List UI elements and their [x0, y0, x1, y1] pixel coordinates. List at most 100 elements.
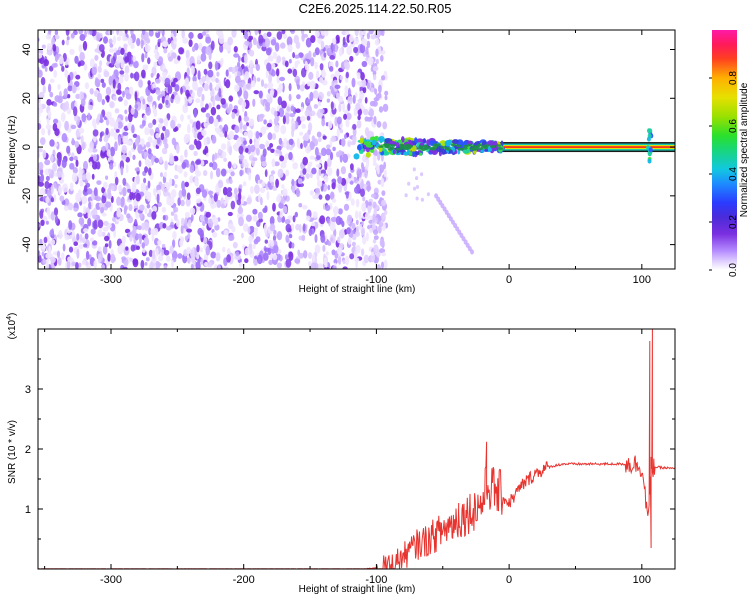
noise-blob: [352, 123, 357, 130]
noise-blob: [306, 115, 311, 121]
noise-blob: [153, 61, 158, 68]
noise-blob: [252, 157, 258, 162]
noise-blob: [346, 45, 353, 56]
noise-blob: [83, 243, 88, 248]
noise-blob: [381, 213, 386, 221]
noise-blob: [64, 234, 70, 241]
noise-blob: [41, 44, 46, 49]
noise-blob: [358, 210, 362, 220]
noise-blob: [145, 257, 150, 262]
noise-blob: [260, 126, 267, 135]
noise-blob: [372, 65, 379, 72]
noise-blob: [258, 218, 264, 223]
noise-blob: [250, 144, 256, 153]
noise-blob: [32, 225, 38, 234]
noise-blob: [67, 202, 74, 211]
noise-blob: [212, 153, 215, 163]
noise-blob: [336, 168, 340, 177]
noise-blob: [78, 127, 85, 134]
noise-blob: [179, 154, 184, 164]
noise-blob: [56, 250, 61, 259]
noise-blob: [273, 244, 279, 254]
noise-blob: [143, 236, 150, 247]
noise-blob: [48, 245, 52, 256]
noise-blob: [322, 135, 327, 140]
noise-blob: [342, 36, 346, 46]
noise-blob: [228, 145, 233, 156]
noise-blob: [149, 262, 154, 269]
noise-blob: [125, 116, 129, 122]
noise-blob: [207, 69, 214, 78]
noise-blob: [188, 96, 193, 104]
noise-blob: [52, 162, 58, 172]
noise-blob: [300, 115, 306, 122]
noise-blob: [314, 61, 318, 70]
noise-blob: [54, 54, 59, 63]
noise-blob: [280, 199, 286, 204]
noise-blob: [205, 46, 211, 55]
noise-blob: [194, 176, 198, 184]
noise-blob: [267, 132, 273, 141]
noise-blob: [31, 172, 37, 180]
noise-blob: [83, 63, 88, 71]
noise-blob: [214, 152, 218, 160]
noise-blob: [337, 236, 341, 244]
noise-blob: [226, 107, 231, 114]
noise-blob: [32, 188, 38, 192]
noise-blob: [38, 148, 43, 153]
noise-blob: [249, 138, 253, 145]
noise-blob: [352, 134, 357, 144]
noise-blob: [49, 78, 55, 84]
noise-blob: [363, 108, 369, 116]
noise-blob: [32, 136, 37, 145]
signal-blob: [406, 146, 412, 150]
noise-blob: [221, 143, 227, 151]
signal-blob: [387, 148, 393, 151]
noise-blob: [367, 206, 371, 214]
noise-blob: [193, 150, 198, 157]
noise-blob: [336, 37, 340, 43]
noise-blob: [87, 147, 93, 153]
noise-blob: [197, 227, 203, 236]
noise-blob: [79, 91, 84, 101]
noise-blob: [325, 148, 332, 156]
noise-blob: [305, 173, 311, 179]
noise-blob: [134, 138, 140, 147]
noise-blob: [220, 98, 226, 105]
noise-blob: [155, 89, 161, 95]
noise-blob: [206, 152, 209, 158]
noise-blob: [185, 197, 191, 207]
noise-blob: [236, 199, 241, 206]
noise-blob: [130, 72, 134, 79]
noise-blob: [303, 132, 310, 142]
noise-blob: [279, 76, 286, 82]
noise-blob: [369, 108, 374, 118]
noise-blob: [343, 113, 348, 120]
noise-blob: [184, 211, 190, 219]
tail-blob: [407, 181, 411, 186]
noise-blob: [151, 211, 157, 220]
bottom-x-tick-label: -100: [365, 574, 387, 586]
noise-blob: [312, 90, 319, 99]
signal-blob: [440, 146, 446, 149]
noise-blob: [311, 222, 316, 227]
colorbar-tick-label: 0.4: [728, 167, 739, 181]
noise-blob: [113, 35, 116, 45]
tail-streak: [404, 167, 474, 255]
noise-blob: [308, 161, 313, 167]
noise-blob: [93, 154, 97, 162]
noise-blob: [67, 74, 71, 84]
noise-blob: [288, 151, 293, 161]
noise-blob: [53, 182, 57, 189]
noise-blob: [215, 167, 221, 178]
noise-blob: [87, 217, 92, 227]
noise-blob: [346, 227, 351, 235]
noise-blob: [194, 138, 198, 146]
noise-blob: [46, 43, 52, 51]
noise-blob: [75, 93, 81, 99]
noise-blob: [50, 239, 56, 246]
noise-blob: [201, 189, 208, 198]
spur-blob: [648, 147, 653, 153]
noise-blob: [360, 188, 365, 197]
noise-blob: [219, 44, 224, 53]
